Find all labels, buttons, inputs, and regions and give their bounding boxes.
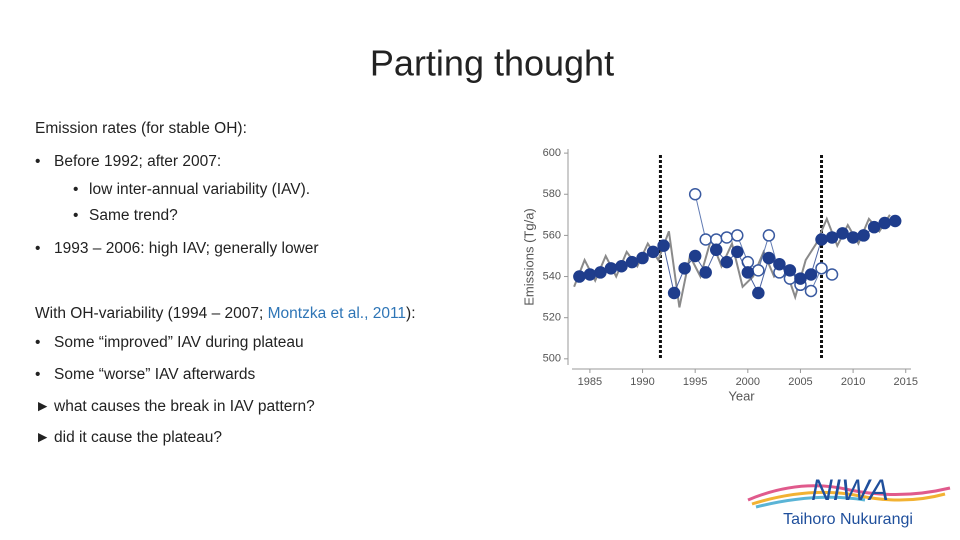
bullet-text: low inter-annual variability (IAV). — [89, 181, 310, 198]
open-point — [762, 229, 776, 242]
open-point — [731, 229, 744, 242]
filled-point — [762, 251, 776, 265]
text-part: With OH-variability (1994 – 2007; — [35, 305, 268, 322]
logo-name: NIWA — [811, 474, 889, 507]
bullet-text: did it cause the plateau? — [54, 429, 222, 446]
open-point — [720, 231, 734, 244]
filled-point — [667, 286, 681, 300]
bullet: • — [35, 240, 40, 257]
y-tick-label: 580 — [543, 188, 561, 200]
filled-point — [878, 216, 891, 230]
filled-point — [709, 243, 723, 257]
bullet: • — [35, 334, 40, 351]
x-tick-label: 1990 — [630, 376, 654, 388]
y-tick-label: 560 — [543, 229, 561, 241]
filled-point — [752, 286, 765, 300]
logo-swoosh — [747, 484, 951, 502]
bullet-text: Before 1992; after 2007: — [54, 153, 221, 170]
x-tick-label: 1985 — [578, 376, 602, 388]
bullet: • — [73, 181, 78, 198]
filled-point — [615, 260, 628, 273]
filled-point — [688, 249, 702, 263]
x-tick-label: 2010 — [841, 376, 865, 388]
body: Emission rates (for stable OH): • Before 1… — [35, 120, 416, 446]
filled-point — [604, 262, 618, 275]
body-line: With OH-variability (1994 – 2007; Montzk… — [35, 305, 416, 322]
filled-point — [720, 255, 734, 269]
filled-point — [636, 251, 649, 265]
chart: 500 520 540 560 580 600 1985 1990 1995 2000 2005 20… — [521, 147, 918, 403]
open-point — [804, 284, 818, 298]
open-point — [825, 268, 839, 281]
bullet: ► — [35, 429, 50, 446]
filled-point — [815, 233, 828, 246]
x-tick-label: 1995 — [683, 376, 707, 388]
filled-point — [867, 220, 881, 234]
filled-point — [836, 227, 849, 240]
bullet-text: Same trend? — [89, 207, 178, 224]
filled-point — [573, 270, 586, 283]
bullet: • — [35, 153, 40, 170]
filled-point — [625, 255, 639, 269]
logo: NIWA Taihoro Nukurangi — [747, 474, 951, 528]
y-axis-label: Emissions (Tg/a) — [521, 208, 536, 306]
open-point — [699, 233, 712, 246]
filled-point — [731, 245, 744, 259]
bullet: • — [35, 366, 40, 383]
bullet: ► — [35, 398, 50, 415]
filled-point — [678, 262, 691, 275]
open-point — [815, 262, 828, 275]
x-tick-label: 2005 — [788, 376, 812, 388]
x-tick-label: 2015 — [893, 376, 917, 388]
filled-point — [846, 231, 860, 244]
bullet-text: Some “improved” IAV during plateau — [54, 334, 304, 351]
filled-point — [825, 231, 839, 244]
text-part: ): — [406, 305, 415, 322]
y-tick-label: 540 — [543, 270, 561, 282]
open-point — [688, 188, 702, 201]
x-axis-label: Year — [728, 388, 755, 403]
filled-point — [699, 266, 712, 279]
open-point — [709, 233, 723, 246]
filled-point — [783, 264, 797, 277]
citation-link[interactable]: Montzka et al., 2011 — [268, 305, 406, 322]
filled-point — [741, 266, 755, 279]
filled-point — [794, 272, 807, 285]
bullet-text: Some “worse” IAV afterwards — [54, 366, 256, 383]
filled-point — [583, 268, 597, 281]
filled-point — [594, 266, 607, 279]
y-tick-label: 600 — [543, 147, 561, 159]
body-line: Emission rates (for stable OH): — [35, 120, 247, 137]
y-tick-label: 500 — [543, 353, 561, 365]
filled-point — [657, 239, 670, 252]
filled-point — [857, 229, 870, 242]
bullet: • — [73, 207, 78, 224]
filled-point — [646, 245, 660, 259]
filled-point — [804, 268, 818, 281]
bullet-text: what causes the break in IAV pattern? — [53, 398, 315, 415]
open-point — [752, 264, 765, 277]
bullet-text: 1993 – 2006: high IAV; generally lower — [54, 240, 319, 257]
filled-point — [888, 214, 902, 228]
filled-point — [773, 257, 786, 271]
logo-subtitle: Taihoro Nukurangi — [783, 511, 913, 528]
logo-swoosh — [755, 495, 866, 509]
logo-swoosh — [751, 490, 946, 506]
y-tick-label: 520 — [543, 312, 561, 324]
series-line — [573, 214, 891, 308]
x-tick-label: 2000 — [736, 376, 760, 388]
slide-title: Parting thought — [370, 43, 614, 84]
